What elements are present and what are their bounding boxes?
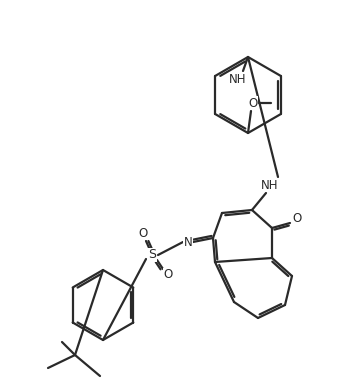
Text: N: N [184, 236, 192, 249]
Text: S: S [148, 249, 156, 261]
Text: O: O [248, 96, 257, 109]
Text: O: O [163, 269, 173, 281]
Text: NH: NH [229, 73, 247, 85]
Text: O: O [139, 227, 148, 240]
Text: NH: NH [261, 178, 279, 192]
Text: O: O [293, 212, 302, 225]
